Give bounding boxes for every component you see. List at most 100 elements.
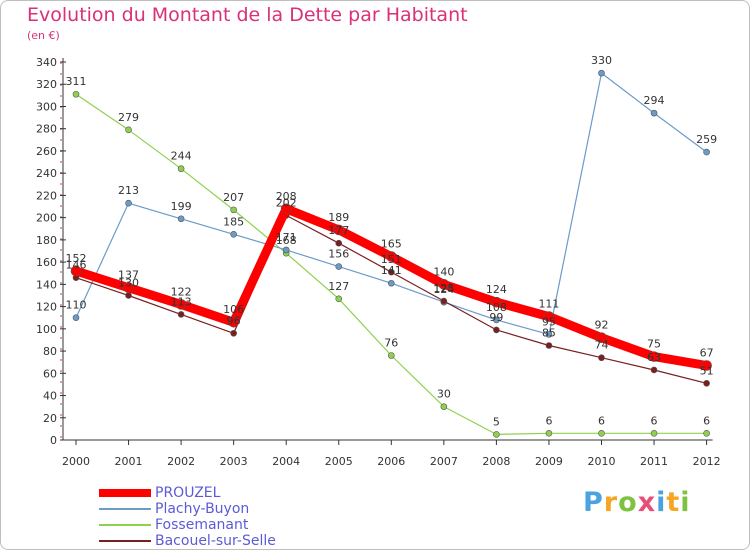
data-point [385,251,397,262]
data-label: 171 [276,231,297,244]
data-point [125,199,132,207]
data-point [335,239,343,247]
data-label: 75 [647,338,661,351]
data-point [598,69,605,77]
data-point [230,329,237,337]
logo-letter: x [637,487,657,518]
data-label: 151 [381,253,402,266]
data-point [545,430,553,437]
data-point [70,265,82,277]
data-point [230,206,237,214]
data-label: 141 [381,264,402,277]
x-tick-label: 2004 [272,455,300,468]
data-label: 156 [328,248,349,261]
data-point [228,316,239,328]
data-point [335,263,343,270]
legend-label: Fossemanant [155,517,249,533]
data-label: 6 [545,414,552,427]
legend-item: PROUZEL [99,485,276,501]
data-label: 63 [647,351,661,364]
data-point [175,299,187,310]
data-point [493,431,500,438]
x-tick-label: 2010 [588,455,616,468]
y-tick-label: 260 [36,145,57,158]
data-point [491,296,502,308]
data-label: 168 [276,234,297,247]
x-tick-label: 2006 [377,455,405,468]
data-point [387,268,395,276]
logo-letter: t [666,487,681,518]
logo-letter: i [680,487,691,518]
y-tick-label: 180 [36,234,57,247]
legend-label: Plachy-Buyon [155,501,250,517]
x-tick-label: 2001 [115,455,143,468]
y-tick-label: 60 [43,367,57,380]
logo-letter: r [603,487,619,518]
data-label: 30 [437,388,451,401]
data-point [703,430,710,437]
data-label: 124 [433,283,454,296]
data-point [282,246,290,254]
proxiti-logo: Proxiti [583,487,691,518]
data-label: 165 [381,238,402,251]
data-label: 122 [171,285,192,298]
y-tick-label: 140 [36,278,57,291]
data-label: 51 [700,364,714,377]
data-point [650,366,658,374]
y-tick-label: 240 [36,167,57,180]
data-label: 67 [700,347,714,360]
data-point [177,311,185,318]
data-point [650,109,658,117]
legend-swatch [99,524,151,526]
data-label: 294 [644,94,665,107]
y-tick-label: 40 [43,390,57,403]
x-tick-label: 2005 [325,455,353,468]
logo-letter: i [656,487,667,518]
x-tick-label: 2000 [62,455,90,468]
data-label: 5 [493,415,500,428]
data-point [650,430,658,437]
data-point [440,297,448,305]
legend-item: Fossemanant [99,517,276,533]
legend-swatch [99,489,151,497]
data-point [648,351,660,362]
data-label: 99 [489,311,503,324]
legend-label: PROUZEL [155,485,221,501]
x-tick-label: 2003 [220,455,248,468]
data-point [493,326,500,334]
data-point [493,316,500,324]
data-point [280,203,292,215]
data-label: 74 [595,339,609,352]
data-label: 137 [118,269,139,282]
data-point [596,332,607,344]
logo-letter: o [618,487,638,518]
logo-letter: P [583,487,604,518]
data-label: 76 [384,337,398,350]
x-tick-label: 2009 [535,455,563,468]
x-tick-label: 2011 [640,455,668,468]
data-label: 199 [171,200,192,213]
data-label: 111 [538,298,559,311]
data-label: 259 [696,133,717,146]
data-point [701,360,712,371]
data-point [177,215,185,223]
data-label: 244 [171,150,192,163]
data-point [545,331,553,338]
data-point [230,231,237,238]
data-label: 95 [542,315,556,328]
data-label: 124 [486,283,507,296]
legend-swatch [99,540,151,542]
data-point [72,90,80,98]
x-tick-label: 2008 [482,455,510,468]
unit-label: (en €) [27,29,60,42]
y-tick-label: 200 [36,212,57,225]
y-tick-label: 80 [43,345,57,358]
legend-item: Plachy-Buyon [99,501,276,517]
data-point [123,282,134,293]
legend-item: Bacouel-sur-Selle [99,533,276,549]
data-label: 106 [223,303,244,316]
data-label: 92 [595,319,609,332]
x-tick-label: 2012 [693,455,721,468]
data-label: 127 [328,280,349,293]
